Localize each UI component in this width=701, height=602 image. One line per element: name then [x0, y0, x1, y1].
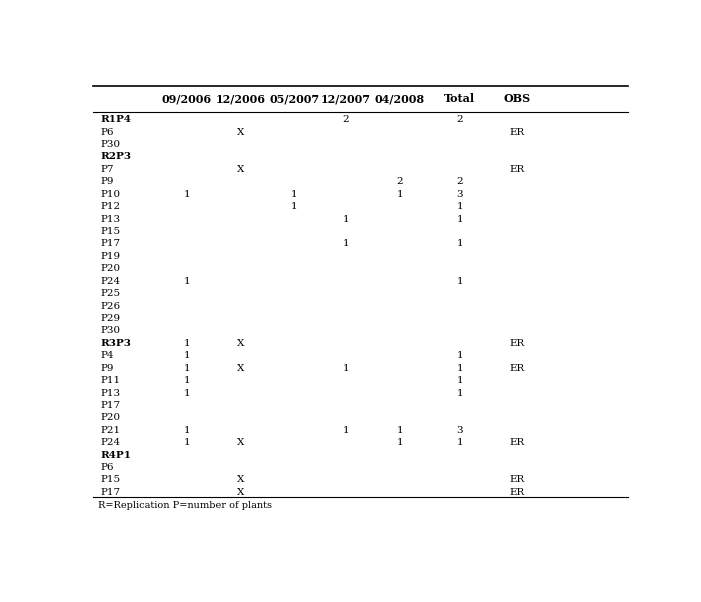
- Text: 05/2007: 05/2007: [269, 93, 319, 104]
- Text: X: X: [238, 165, 245, 174]
- Text: X: X: [238, 339, 245, 348]
- Text: P29: P29: [100, 314, 121, 323]
- Text: P21: P21: [100, 426, 121, 435]
- Text: ER: ER: [509, 165, 524, 174]
- Text: ER: ER: [509, 438, 524, 447]
- Text: X: X: [238, 488, 245, 497]
- Text: 1: 1: [397, 426, 403, 435]
- Text: R=Replication P=number of plants: R=Replication P=number of plants: [98, 501, 273, 510]
- Text: P30: P30: [100, 326, 121, 335]
- Text: 1: 1: [342, 214, 349, 223]
- Text: ER: ER: [509, 128, 524, 137]
- Text: P13: P13: [100, 388, 121, 397]
- Text: 12/2006: 12/2006: [216, 93, 266, 104]
- Text: 3: 3: [456, 426, 463, 435]
- Text: R4P1: R4P1: [100, 451, 131, 460]
- Text: P20: P20: [100, 414, 121, 423]
- Text: R3P3: R3P3: [100, 339, 131, 348]
- Text: 3: 3: [456, 190, 463, 199]
- Text: 2: 2: [456, 178, 463, 187]
- Text: 1: 1: [456, 240, 463, 249]
- Text: 1: 1: [456, 388, 463, 397]
- Text: X: X: [238, 438, 245, 447]
- Text: R2P3: R2P3: [100, 152, 131, 161]
- Text: 1: 1: [184, 351, 190, 360]
- Text: ER: ER: [509, 476, 524, 485]
- Text: 2: 2: [397, 178, 403, 187]
- Text: 1: 1: [397, 190, 403, 199]
- Text: P6: P6: [100, 128, 114, 137]
- Text: P17: P17: [100, 488, 121, 497]
- Text: 1: 1: [184, 339, 190, 348]
- Text: P9: P9: [100, 178, 114, 187]
- Text: P19: P19: [100, 252, 121, 261]
- Text: 1: 1: [456, 376, 463, 385]
- Text: 1: 1: [456, 202, 463, 211]
- Text: ER: ER: [509, 364, 524, 373]
- Text: 1: 1: [184, 277, 190, 286]
- Text: P25: P25: [100, 289, 121, 298]
- Text: ER: ER: [509, 339, 524, 348]
- Text: X: X: [238, 476, 245, 485]
- Text: OBS: OBS: [503, 93, 531, 104]
- Text: P7: P7: [100, 165, 114, 174]
- Text: P9: P9: [100, 364, 114, 373]
- Text: P4: P4: [100, 351, 114, 360]
- Text: P15: P15: [100, 227, 121, 236]
- Text: 2: 2: [342, 115, 349, 124]
- Text: 1: 1: [397, 438, 403, 447]
- Text: 04/2008: 04/2008: [375, 93, 425, 104]
- Text: P24: P24: [100, 438, 121, 447]
- Text: 1: 1: [184, 438, 190, 447]
- Text: 1: 1: [456, 351, 463, 360]
- Text: 1: 1: [184, 190, 190, 199]
- Text: 1: 1: [456, 214, 463, 223]
- Text: P26: P26: [100, 302, 121, 311]
- Text: P13: P13: [100, 214, 121, 223]
- Text: ER: ER: [509, 488, 524, 497]
- Text: 1: 1: [456, 277, 463, 286]
- Text: P11: P11: [100, 376, 121, 385]
- Text: P30: P30: [100, 140, 121, 149]
- Text: P17: P17: [100, 401, 121, 410]
- Text: 1: 1: [184, 376, 190, 385]
- Text: P24: P24: [100, 277, 121, 286]
- Text: R1P4: R1P4: [100, 115, 131, 124]
- Text: 1: 1: [342, 240, 349, 249]
- Text: 1: 1: [184, 426, 190, 435]
- Text: P10: P10: [100, 190, 121, 199]
- Text: P6: P6: [100, 463, 114, 472]
- Text: 1: 1: [291, 202, 297, 211]
- Text: P15: P15: [100, 476, 121, 485]
- Text: P12: P12: [100, 202, 121, 211]
- Text: X: X: [238, 364, 245, 373]
- Text: P20: P20: [100, 264, 121, 273]
- Text: 1: 1: [342, 426, 349, 435]
- Text: 09/2006: 09/2006: [162, 93, 212, 104]
- Text: 1: 1: [456, 438, 463, 447]
- Text: 1: 1: [342, 364, 349, 373]
- Text: 1: 1: [456, 364, 463, 373]
- Text: X: X: [238, 128, 245, 137]
- Text: 12/2007: 12/2007: [320, 93, 371, 104]
- Text: 1: 1: [184, 388, 190, 397]
- Text: 1: 1: [184, 364, 190, 373]
- Text: 2: 2: [456, 115, 463, 124]
- Text: Total: Total: [444, 93, 475, 104]
- Text: P17: P17: [100, 240, 121, 249]
- Text: 1: 1: [291, 190, 297, 199]
